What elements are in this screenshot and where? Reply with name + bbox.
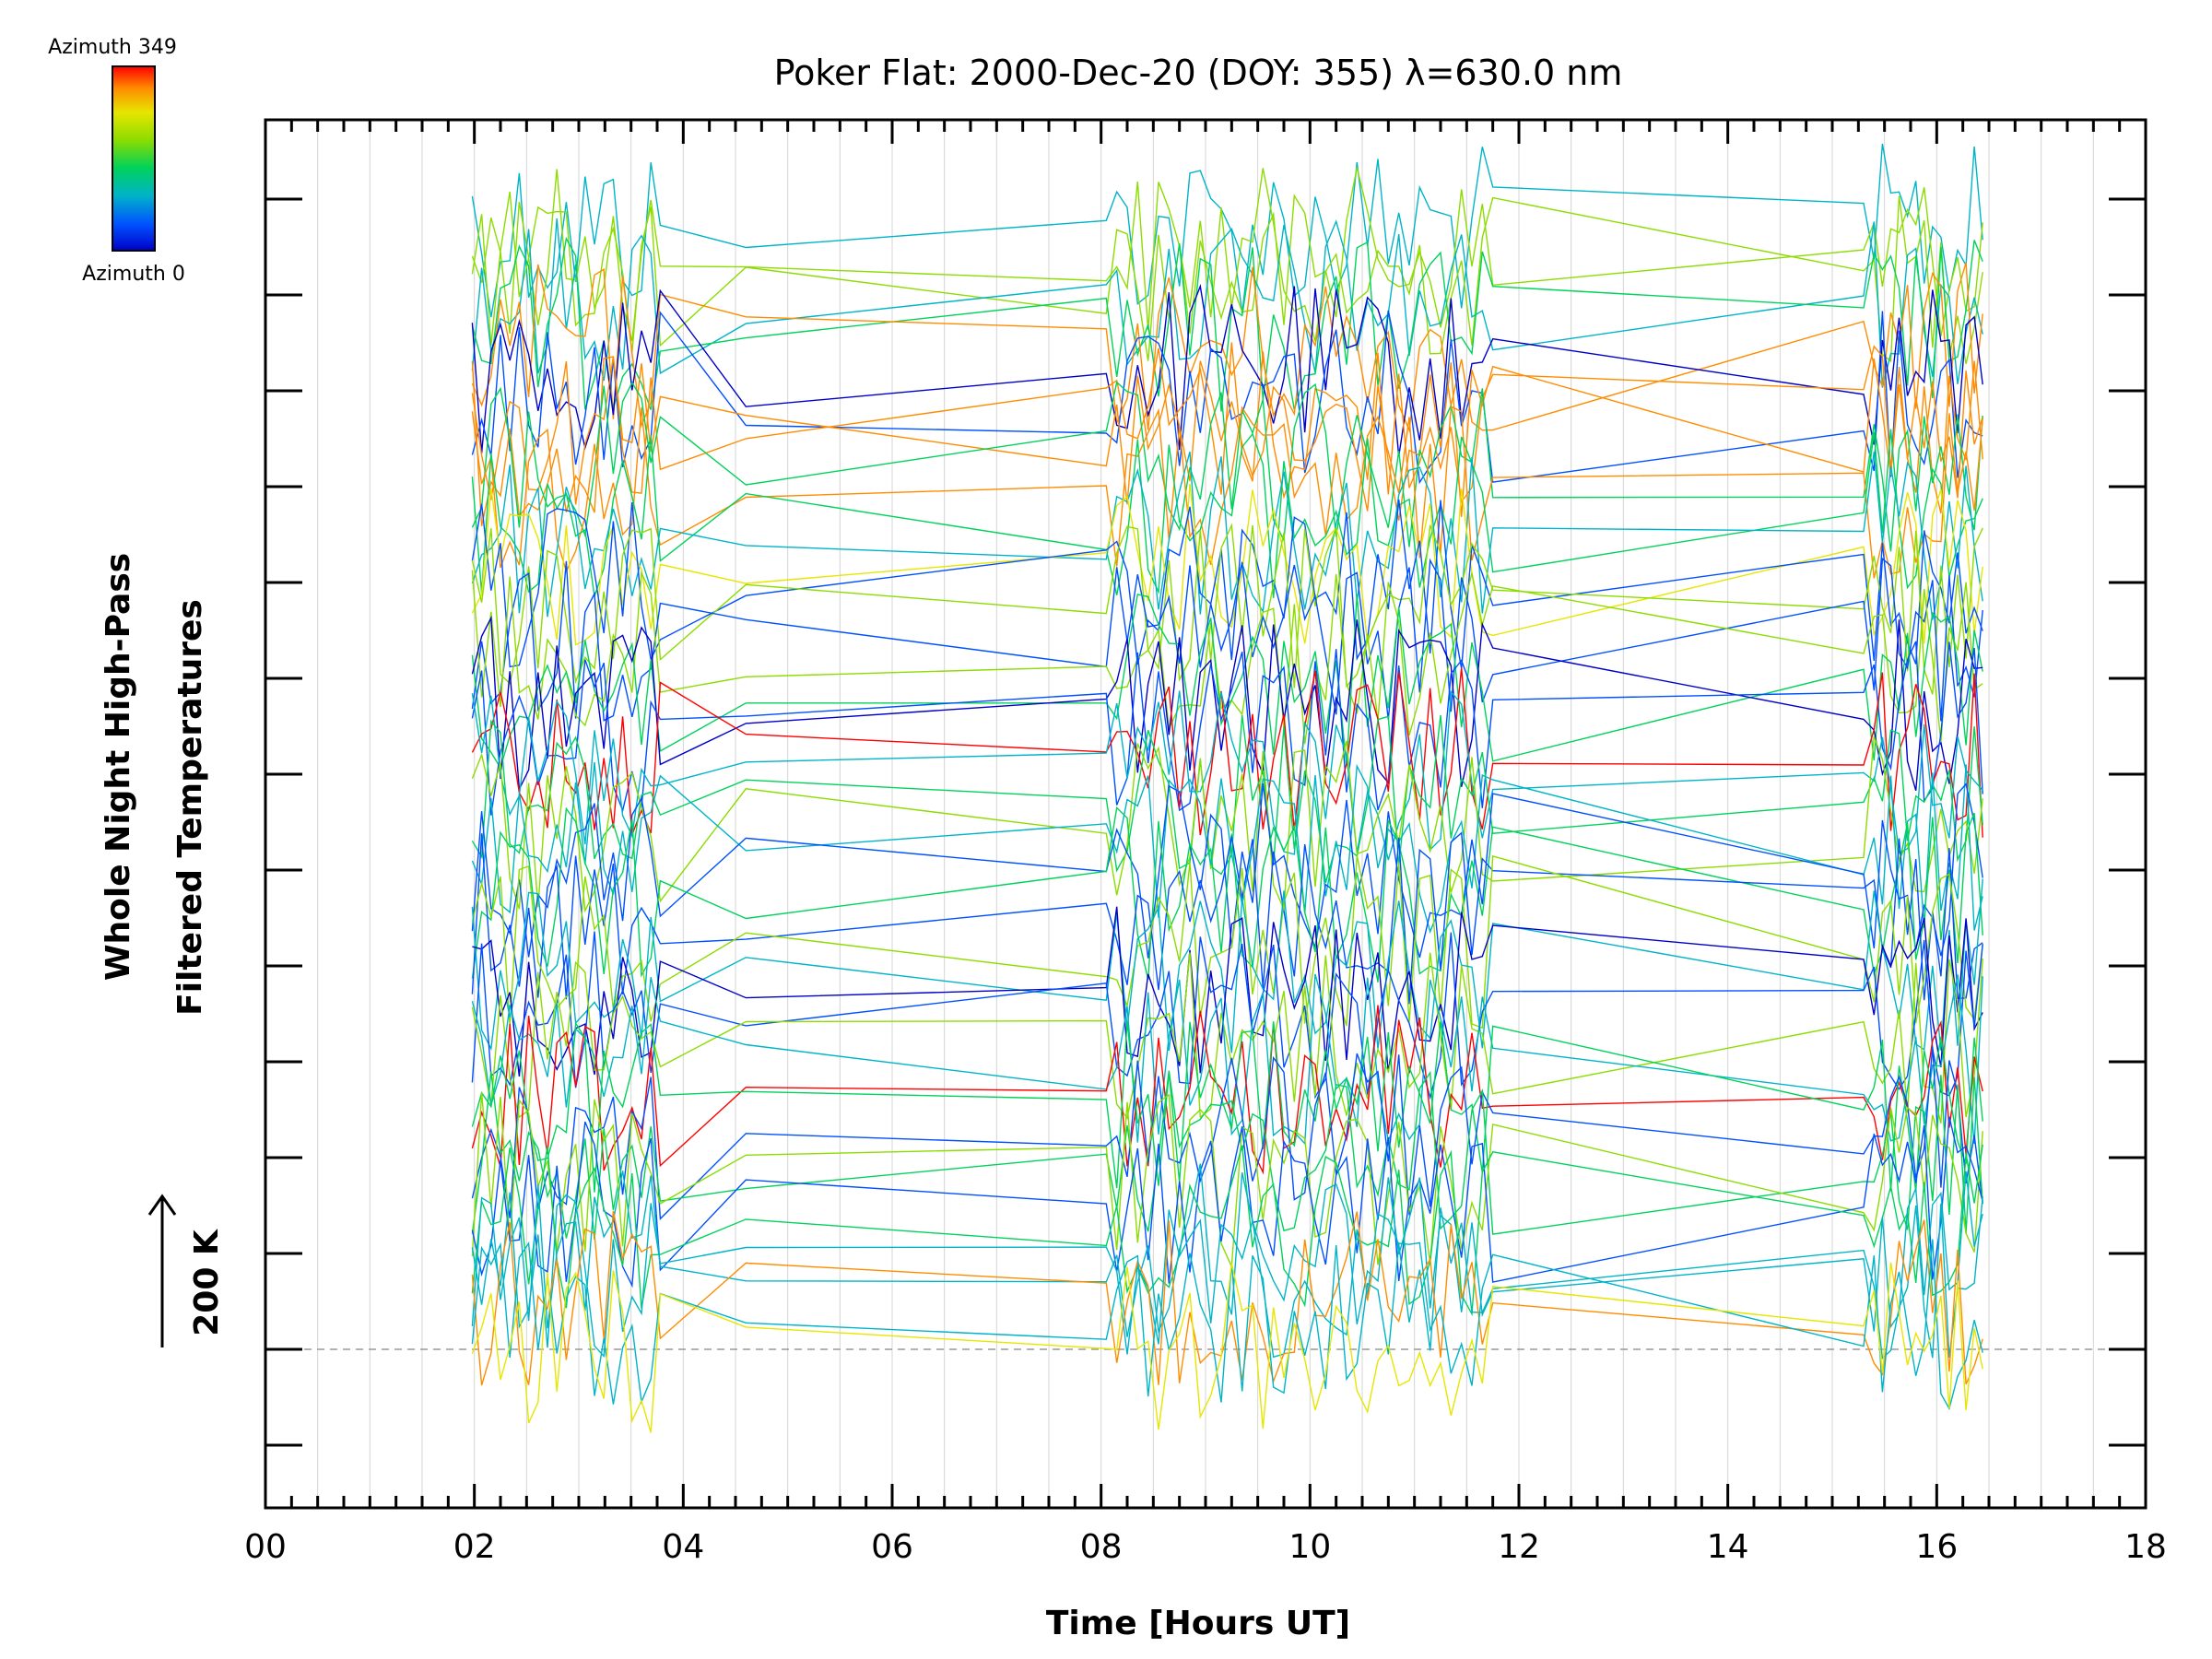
- series-line: [471, 689, 1983, 861]
- x-tick-label: 14: [1707, 1528, 1749, 1566]
- y-axis-label-line1: Whole Night High-Pass: [100, 553, 137, 981]
- series-line: [471, 1020, 1983, 1193]
- series-line: [471, 406, 1983, 579]
- y-axis-label-line2: Filtered Temperatures: [171, 599, 209, 1016]
- x-tick-label: 18: [2124, 1528, 2167, 1566]
- x-tick-label: 02: [453, 1528, 496, 1566]
- series-lines: [471, 143, 1983, 1433]
- series-line: [471, 143, 1983, 318]
- series-line: [471, 1192, 1983, 1360]
- chart-title: Poker Flat: 2000-Dec-20 (DOY: 355) λ=630…: [774, 53, 1623, 93]
- series-line: [471, 499, 1983, 669]
- series-line: [471, 806, 1983, 982]
- series-line: [471, 782, 1983, 959]
- series-line: [471, 1116, 1983, 1288]
- series-line: [471, 342, 1983, 505]
- x-axis-label: Time [Hours UT]: [1046, 1605, 1350, 1642]
- x-tick-label: 04: [662, 1528, 704, 1566]
- series-line: [471, 218, 1983, 388]
- scale-indicator: 200 K: [147, 1194, 226, 1347]
- series-line: [471, 715, 1983, 884]
- colorbar: Azimuth 349 Azimuth 0: [48, 36, 185, 286]
- x-tick-label: 16: [1915, 1528, 1958, 1566]
- colorbar-bottom-label: Azimuth 0: [82, 263, 185, 286]
- series-line: [471, 570, 1983, 745]
- x-tick-label: 10: [1288, 1528, 1331, 1566]
- x-tick-label: 08: [1080, 1528, 1123, 1566]
- series-line: [471, 1046, 1983, 1220]
- x-tick-label: 00: [244, 1528, 287, 1566]
- series-line: [471, 451, 1983, 620]
- series-line: [471, 1239, 1983, 1411]
- series-line: [471, 167, 1983, 342]
- series-line: [471, 1163, 1983, 1337]
- series-line: [471, 381, 1983, 552]
- x-tick-label: 06: [871, 1528, 913, 1566]
- series-line: [471, 952, 1983, 1124]
- series-line: [471, 356, 1983, 527]
- series-line: [471, 1262, 1983, 1433]
- colorbar-gradient: [112, 65, 156, 252]
- series-line: [471, 523, 1983, 695]
- series-line: [471, 1210, 1983, 1386]
- x-tick-label: 12: [1498, 1528, 1540, 1566]
- series-line: [471, 1005, 1983, 1175]
- series-line: [471, 641, 1983, 816]
- x-tick-labels: 00 02 04 06 08 10 12 14 16 18: [244, 1528, 2167, 1566]
- series-line: [471, 429, 1983, 598]
- series-line: [471, 557, 1983, 722]
- series-line: [471, 735, 1983, 913]
- series-line: [471, 483, 1983, 646]
- series-line: [471, 854, 1983, 1030]
- scale-arrowhead-icon: [147, 1194, 177, 1216]
- axes: [264, 118, 2147, 1510]
- scale-label: 200 K: [188, 1229, 226, 1336]
- series-line: [472, 906, 1983, 1077]
- series-line: [471, 761, 1983, 934]
- series-line: [471, 310, 1983, 485]
- series-line: [471, 191, 1983, 364]
- series-line: [471, 1144, 1983, 1317]
- series-line: [471, 667, 1983, 838]
- series-line: [471, 1070, 1983, 1241]
- series-line: [471, 973, 1983, 1146]
- colorbar-top-label: Azimuth 349: [48, 36, 177, 59]
